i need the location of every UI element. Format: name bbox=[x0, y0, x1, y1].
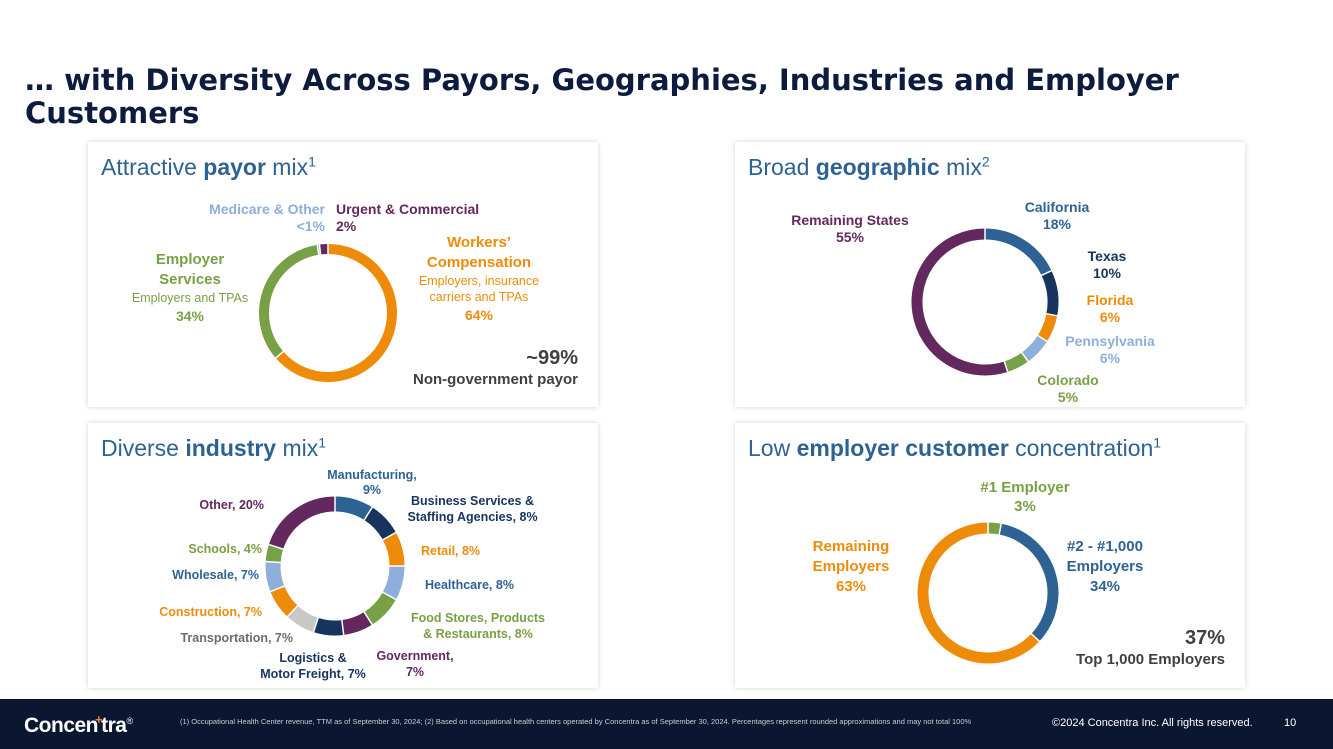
florida-label: Florida 6% bbox=[1086, 292, 1134, 325]
payor-mix-panel: Attractive payor mix1 Medicare & Other <1… bbox=[88, 142, 598, 407]
page-number: 10 bbox=[1284, 717, 1297, 729]
donut-slice-schools bbox=[265, 544, 284, 563]
donut-slice-remaining-states bbox=[911, 228, 1008, 376]
donut-slice-retail bbox=[382, 532, 405, 567]
donut-slice-wholesale bbox=[265, 561, 285, 592]
donut-slice-logistics-motor-freight bbox=[313, 617, 344, 636]
remaining-employers-label: Remaining Employers 63% bbox=[812, 538, 890, 595]
construction-label: Construction, 7% bbox=[159, 605, 262, 619]
slice-separator bbox=[340, 612, 346, 643]
logistics-label: Logistics & Motor Freight, 7% bbox=[260, 651, 366, 681]
slice-separator bbox=[271, 347, 288, 362]
industry-mix-heading: Diverse industry mix1 bbox=[101, 434, 327, 461]
slice-separator bbox=[1026, 629, 1044, 646]
geographic-donut-chart bbox=[911, 223, 1063, 378]
slice-separator bbox=[281, 599, 304, 623]
donut-slice-manufacturing bbox=[334, 496, 373, 521]
first-employer-label: #1 Employer 3% bbox=[980, 479, 1070, 515]
donut-slice-transportation bbox=[287, 605, 319, 633]
donut-slice-1-employer bbox=[987, 522, 1002, 535]
slice-separator bbox=[359, 500, 377, 527]
wholesale-label: Wholesale, 7% bbox=[172, 568, 259, 582]
donut-slice-california bbox=[984, 228, 1052, 276]
pennsylvania-label: Pennsylvania 6% bbox=[1065, 333, 1155, 366]
healthcare-label: Healthcare, 8% bbox=[425, 578, 514, 592]
slice-separator bbox=[1040, 311, 1063, 318]
footer-bar: Concen+tra® (1) Occupational Health Cent… bbox=[0, 699, 1333, 749]
donut-slice-remaining-employers bbox=[917, 522, 1040, 664]
donut-slice-texas bbox=[1041, 270, 1059, 316]
employer-concentration-heading: Low employer customer concentration1 bbox=[748, 434, 1162, 461]
donut-slice-construction bbox=[270, 585, 298, 617]
donut-slice-employer-services bbox=[259, 244, 319, 359]
slice-separator bbox=[261, 541, 291, 553]
slice-separator bbox=[1001, 355, 1011, 378]
payor-donut-chart bbox=[259, 239, 397, 382]
other-label: Other, 20% bbox=[199, 498, 264, 512]
donut-slice-business-services-staffing-agencies bbox=[363, 507, 396, 541]
donut-slice-workers-compensation bbox=[275, 244, 397, 382]
slice-separator bbox=[310, 610, 322, 640]
employer-concentration-panel: Low employer customer concentration1 #1 … bbox=[735, 423, 1245, 688]
copyright: ©2024 Concentra Inc. All rights reserved… bbox=[1052, 717, 1253, 729]
business-services-label: Business Services & Staffing Agencies, 8% bbox=[407, 494, 538, 524]
industry-donut-chart bbox=[258, 489, 412, 643]
donut-slice-other bbox=[268, 496, 336, 550]
california-label: California 18% bbox=[1024, 199, 1090, 232]
industry-mix-panel: Diverse industry mix1 Manufacturing, 9% B… bbox=[88, 423, 598, 688]
texas-label: Texas 10% bbox=[1087, 248, 1127, 281]
workers-comp-label: Workers’ Compensation Employers, insuran… bbox=[418, 234, 540, 323]
footnote: (1) Occupational Health Center revenue, … bbox=[180, 717, 972, 726]
slice-separator bbox=[1017, 347, 1033, 367]
donut-slice-government bbox=[341, 611, 373, 635]
slice-separator bbox=[375, 587, 403, 604]
schools-label: Schools, 4% bbox=[188, 542, 262, 556]
slice-separator bbox=[997, 518, 1003, 541]
slice-separator bbox=[1036, 267, 1057, 279]
employer-donut-chart bbox=[917, 517, 1059, 664]
donut-slice-healthcare bbox=[382, 565, 405, 600]
food-stores-label: Food Stores, Products & Restaurants, 8% bbox=[410, 611, 546, 641]
employer-services-label: Employer Services Employers and TPAs 34% bbox=[131, 251, 249, 324]
non-gov-stat: ~99% Non-government payor bbox=[412, 347, 578, 388]
slice-separator bbox=[258, 560, 289, 564]
slice-separator bbox=[375, 528, 403, 545]
geographic-mix-panel: Broad geographic mix2 Remaining States 55… bbox=[735, 142, 1245, 407]
donut-slice-colorado bbox=[1004, 352, 1029, 372]
donut-slice-food-stores-products-restaurants bbox=[363, 591, 396, 625]
slice-separator bbox=[1032, 331, 1053, 345]
geographic-mix-heading: Broad geographic mix2 bbox=[748, 153, 990, 180]
top-1000-employers-label: #2 - #1,000 Employers 34% bbox=[1066, 538, 1144, 595]
retail-label: Retail, 8% bbox=[421, 544, 481, 558]
transportation-label: Transportation, 7% bbox=[180, 631, 293, 645]
colorado-label: Colorado 5% bbox=[1037, 372, 1099, 405]
concentra-logo: Concen+tra® bbox=[24, 712, 133, 737]
manufacturing-label: Manufacturing, 9% bbox=[327, 468, 417, 497]
donut-slice-pennsylvania bbox=[1021, 335, 1048, 362]
top-1000-stat: 37% Top 1,000 Employers bbox=[1076, 627, 1225, 668]
page-title: … with Diversity Across Payors, Geograph… bbox=[25, 63, 1179, 130]
donut-slice-2-1-000-employers bbox=[999, 523, 1059, 642]
slice-separator bbox=[318, 239, 323, 260]
remaining-states-label: Remaining States 55% bbox=[791, 212, 909, 245]
slice-separator bbox=[263, 582, 292, 596]
medicare-label: Medicare & Other <1% bbox=[209, 201, 325, 234]
slice-separator bbox=[315, 239, 321, 260]
payor-mix-heading: Attractive payor mix1 bbox=[101, 153, 316, 180]
government-label: Government, 7% bbox=[376, 649, 454, 679]
slice-separator bbox=[359, 605, 377, 632]
urgent-commercial-label: Urgent & Commercial 2% bbox=[336, 201, 480, 234]
